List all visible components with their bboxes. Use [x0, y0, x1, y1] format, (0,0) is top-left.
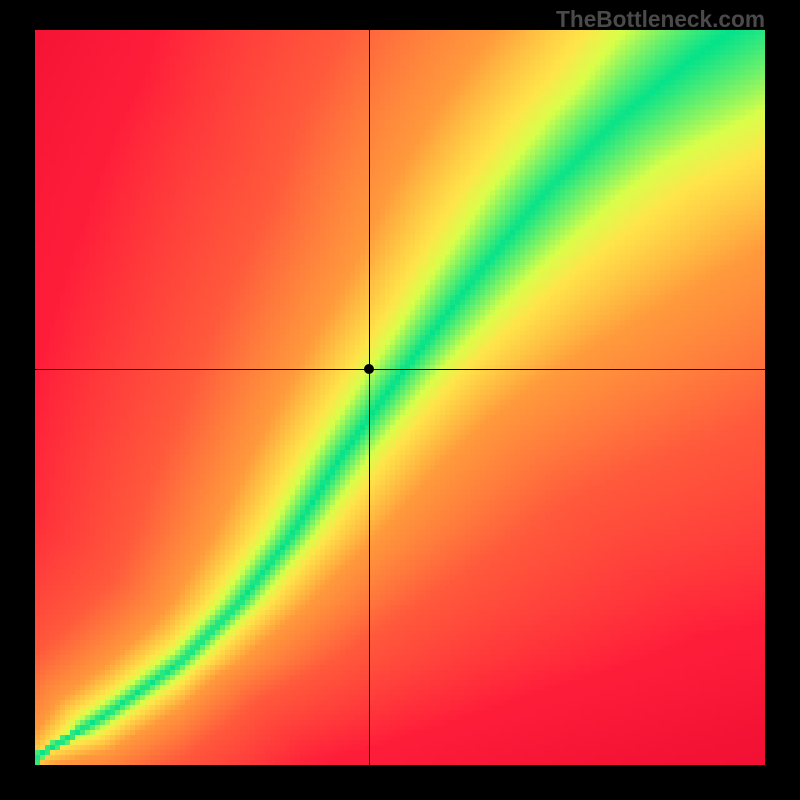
data-point-marker: [364, 364, 374, 374]
crosshair-horizontal: [35, 369, 765, 370]
crosshair-vertical: [369, 30, 370, 765]
watermark-text: TheBottleneck.com: [556, 6, 765, 33]
bottleneck-heatmap: [35, 30, 765, 765]
